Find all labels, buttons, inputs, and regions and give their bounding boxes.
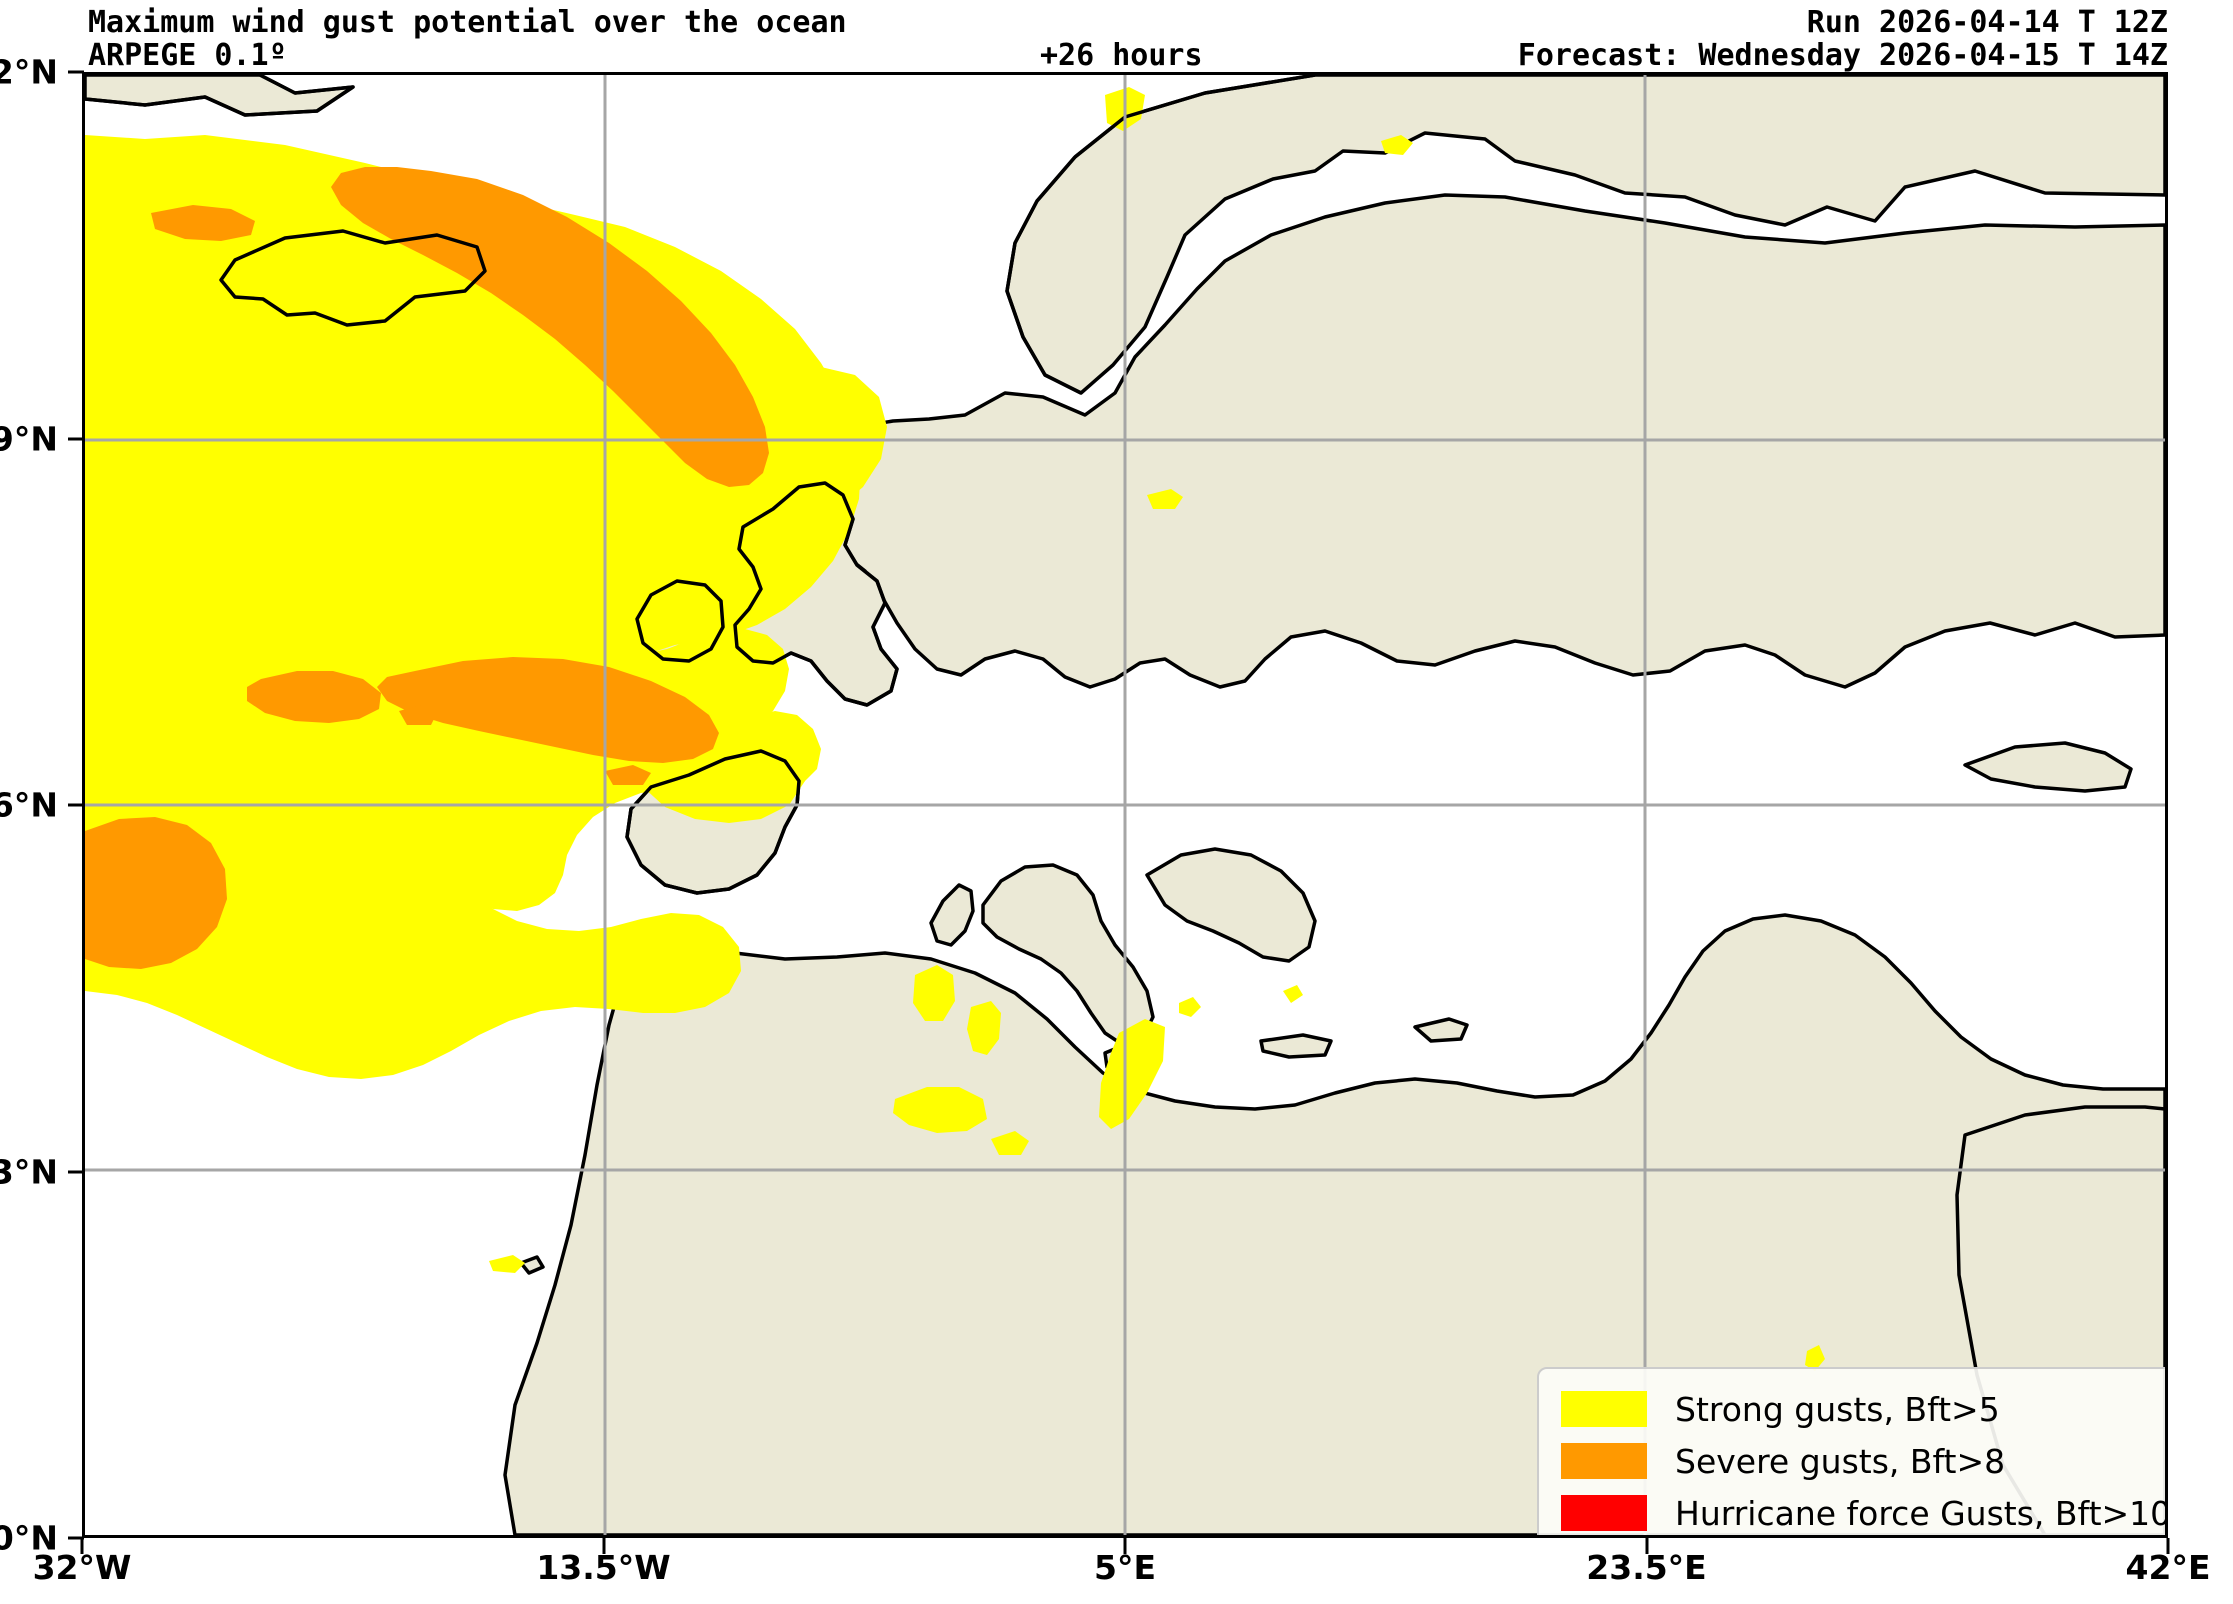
ytick-mark-1	[68, 437, 84, 440]
severe-gusts-layer	[85, 167, 769, 969]
gust-yellow-tyrrhenian-1	[913, 965, 955, 1021]
ytick-mark-2	[68, 803, 84, 807]
gust-yellow-legend-area-speck	[1805, 1345, 1825, 1371]
xtick-mark-0	[80, 1538, 84, 1554]
xtick-label-2: 5°E	[1093, 1548, 1157, 1587]
gust-orange-midatlantic-core-2	[247, 671, 381, 723]
ytick-mark-3	[68, 1170, 84, 1173]
ytick-label-3: 33°N	[0, 1152, 58, 1191]
map-legend[interactable]: Strong gusts, Bft>5 Severe gusts, Bft>8 …	[1537, 1367, 2168, 1535]
legend-swatch-hurricane-force	[1561, 1495, 1647, 1531]
page-title: Maximum wind gust potential over the oce…	[88, 5, 847, 40]
gust-orange-small-1	[399, 705, 437, 725]
model-label: ARPEGE 0.1º	[88, 38, 287, 73]
legend-label-hurricane-force: Hurricane force Gusts, Bft>10	[1675, 1493, 2168, 1533]
ytick-label-1: 59°N	[0, 419, 58, 458]
caucasus-landmass	[1963, 741, 2133, 793]
gust-orange-iceland-speck	[151, 205, 255, 241]
gust-orange-norwegian-sea	[331, 167, 769, 487]
xtick-mark-2	[1123, 1538, 1127, 1554]
cyprus-landmass	[1413, 1017, 1469, 1043]
gust-yellow-white-sea-speck	[1381, 135, 1413, 155]
gust-yellow-ionian	[991, 1131, 1029, 1155]
coastline-overlay	[85, 75, 1316, 895]
xtick-mark-3	[1645, 1538, 1648, 1554]
coast-great-britain	[733, 481, 899, 707]
coast-scandinavia	[1005, 75, 1316, 395]
sardinia-corsica-landmass	[929, 883, 975, 947]
grid-layer	[85, 75, 2165, 1535]
ytick-mark-4	[68, 1536, 84, 1540]
legend-label-strong-gusts: Strong gusts, Bft>5	[1675, 1389, 2000, 1429]
xtick-mark-4	[2166, 1538, 2170, 1554]
gust-orange-iberia-core	[85, 817, 227, 969]
xtick-label-1: 13.5°W	[536, 1548, 671, 1587]
legend-swatch-severe-gusts	[1561, 1443, 1647, 1479]
xtick-mark-1	[602, 1538, 605, 1554]
legend-item[interactable]: Severe gusts, Bft>8	[1561, 1435, 2165, 1487]
forecast-validity: Forecast: Wednesday 2026-04-15 T 14Z	[1517, 38, 2168, 73]
run-timestamp: Run 2026-04-14 T 12Z	[1806, 5, 2168, 40]
coast-greenland	[85, 75, 355, 117]
gust-yellow-aegean-speck	[1283, 985, 1303, 1003]
coast-ireland	[635, 579, 725, 663]
gust-yellow-baltic-speck	[1147, 489, 1183, 509]
map-canvas	[85, 75, 2165, 1535]
coast-western-europe	[625, 749, 801, 895]
gust-yellow-biscay	[85, 747, 741, 1079]
gust-yellow-adriatic	[1099, 1019, 1165, 1129]
legend-item[interactable]: Hurricane force Gusts, Bft>10	[1561, 1487, 2168, 1535]
xtick-label-4: 42°E	[2125, 1548, 2211, 1587]
xtick-label-0: 32°W	[32, 1548, 132, 1587]
xtick-label-3: 23.5°E	[1586, 1548, 1707, 1587]
balkans-landmass	[1145, 847, 1317, 963]
coast-iceland	[219, 229, 487, 327]
ytick-label-4: 20°N	[0, 1518, 58, 1558]
gust-yellow-sardinia-east	[967, 1001, 1001, 1055]
crete-landmass	[1259, 1033, 1333, 1059]
ytick-mark-0	[68, 70, 84, 74]
lead-time-label: +26 hours	[1040, 38, 1203, 73]
gust-yellow-canary	[489, 1255, 525, 1273]
ytick-label-2: 46°N	[0, 785, 58, 825]
forecast-map[interactable]: Strong gusts, Bft>5 Severe gusts, Bft>8 …	[82, 72, 2168, 1538]
gust-yellow-tyrrhenian-2	[893, 1087, 987, 1133]
legend-swatch-strong-gusts	[1561, 1391, 1647, 1427]
legend-item[interactable]: Strong gusts, Bft>5	[1561, 1383, 2165, 1435]
gust-yellow-west-lobe	[85, 397, 209, 527]
legend-label-severe-gusts: Severe gusts, Bft>8	[1675, 1441, 2006, 1481]
gust-orange-midatlantic-core	[377, 657, 719, 763]
azores-landmass	[519, 1255, 545, 1275]
gust-orange-small-2	[605, 765, 651, 785]
gust-yellow-malta-speck	[1179, 997, 1201, 1017]
ytick-label-0: 72°N	[0, 52, 58, 92]
